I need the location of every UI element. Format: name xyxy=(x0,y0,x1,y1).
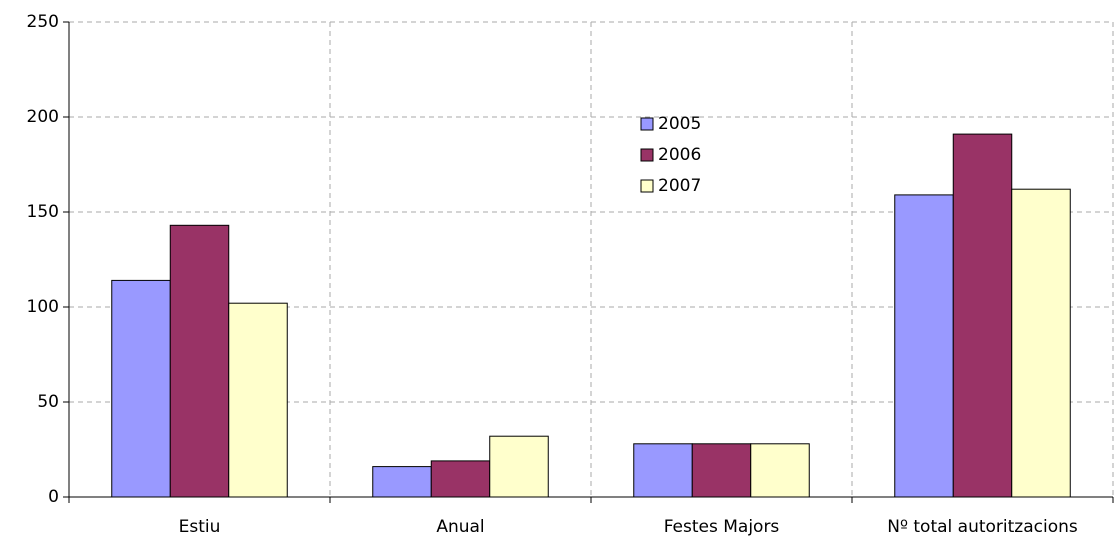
bar xyxy=(372,466,432,498)
bar xyxy=(430,460,491,498)
x-tick-label: Estiu xyxy=(179,517,221,537)
x-tick-label: Festes Majors xyxy=(664,517,780,537)
legend-swatch xyxy=(640,179,654,193)
bar xyxy=(952,133,1013,498)
y-tick-label: 50 xyxy=(37,392,59,412)
bar xyxy=(111,279,171,498)
legend-label: 2007 xyxy=(658,176,701,196)
x-tick-label: Anual xyxy=(436,517,484,537)
x-tick-label: Nº total autoritzacions xyxy=(887,517,1078,537)
legend-label: 2006 xyxy=(658,145,701,165)
bar xyxy=(750,443,810,498)
y-tick-label: 150 xyxy=(27,202,59,222)
y-tick-label: 250 xyxy=(27,12,59,32)
y-tick-label: 100 xyxy=(27,297,59,317)
bar xyxy=(691,443,752,498)
bar xyxy=(633,443,693,498)
legend-swatch xyxy=(640,117,654,131)
bar xyxy=(489,435,549,498)
legend-label: 2005 xyxy=(658,114,701,134)
bar xyxy=(1011,188,1071,498)
y-tick-label: 200 xyxy=(27,107,59,127)
y-tick-label: 0 xyxy=(48,487,59,507)
bar xyxy=(169,224,230,498)
bar xyxy=(894,194,954,498)
bar xyxy=(228,302,288,498)
legend-swatch xyxy=(640,148,654,162)
